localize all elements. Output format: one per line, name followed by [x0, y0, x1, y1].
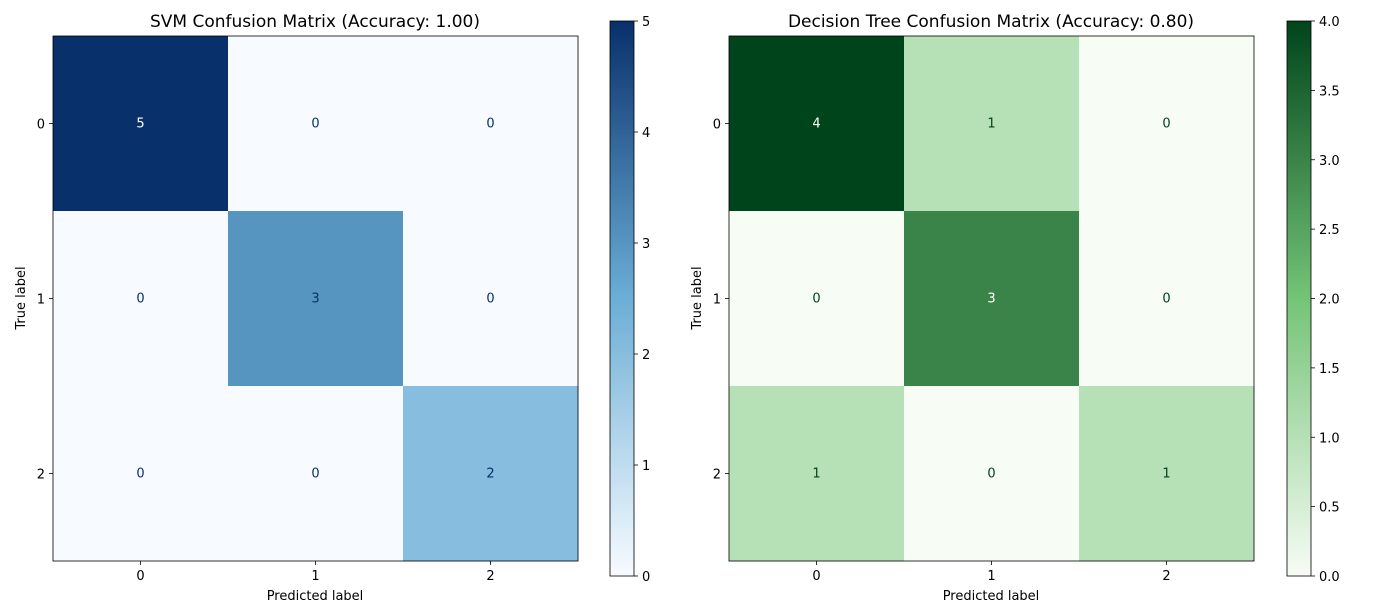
decision-tree-cell-value-2-1: 0	[987, 467, 995, 482]
svm-cell-0-1	[228, 36, 404, 212]
svm-x-tick-label-1: 1	[311, 569, 319, 584]
decision-tree-y-axis-label: True label	[690, 266, 705, 330]
decision-tree-cell-value-1-1: 3	[987, 292, 995, 307]
svm-cell-2-1	[228, 386, 404, 562]
decision-tree-colorbar-gradient	[1286, 20, 1312, 577]
decision-tree-cell-value-1-2: 0	[1162, 292, 1170, 307]
decision-tree-cell-0-0	[729, 36, 905, 212]
svm-y-ticks: 0 1 2	[37, 118, 53, 483]
decision-tree-colorbar: 0.0 0.5 1.0 1.5 2.0 2.5 3.0 3.5 4.0	[1286, 15, 1340, 585]
svm-colorbar-tick-label-5: 5	[642, 15, 650, 30]
decision-tree-cells: 4 1 0 0 3 0 1 0 1	[729, 36, 1255, 562]
svm-cell-value-0-0: 5	[136, 117, 144, 132]
svm-cell-value-1-0: 0	[136, 292, 144, 307]
svm-colorbar-tick-label-4: 4	[642, 126, 650, 141]
decision-tree-colorbar-tick-label-1: 0.5	[1319, 501, 1340, 516]
decision-tree-cell-0-2	[1079, 36, 1255, 212]
svm-y-tick-label-1: 1	[37, 293, 45, 308]
svm-cell-1-2	[403, 211, 579, 387]
decision-tree-colorbar-tick-label-4: 2.0	[1319, 293, 1340, 308]
svm-y-tick-label-0: 0	[37, 118, 45, 133]
svm-cell-value-2-2: 2	[486, 467, 494, 482]
svm-colorbar-tick-label-1: 1	[642, 459, 650, 474]
svm-cell-value-0-2: 0	[486, 117, 494, 132]
decision-tree-cell-2-1	[904, 386, 1080, 562]
decision-tree-x-ticks: 0 1 2	[812, 561, 1171, 584]
svm-cell-2-0	[53, 386, 229, 562]
decision-tree-cell-0-1	[904, 36, 1080, 212]
svm-cell-0-0	[53, 36, 229, 212]
decision-tree-colorbar-tick-label-2: 1.0	[1319, 431, 1340, 446]
decision-tree-cell-1-0	[729, 211, 905, 387]
decision-tree-x-tick-label-0: 0	[812, 569, 820, 584]
decision-tree-colorbar-tick-label-3: 1.5	[1319, 362, 1340, 377]
svm-x-ticks: 0 1 2	[136, 561, 495, 584]
svm-cell-0-2	[403, 36, 579, 212]
decision-tree-cell-2-2	[1079, 386, 1255, 562]
svm-cell-value-1-2: 0	[486, 292, 494, 307]
decision-tree-cell-1-2	[1079, 211, 1255, 387]
svm-cell-value-2-1: 0	[311, 467, 319, 482]
svm-cell-value-0-1: 0	[311, 117, 319, 132]
svm-cells: 5 0 0 0 3 0 0 0 2	[53, 36, 579, 562]
decision-tree-colorbar-tick-label-5: 2.5	[1319, 223, 1340, 238]
svm-colorbar-gradient	[609, 20, 635, 577]
decision-tree-cell-value-0-1: 1	[987, 117, 995, 132]
decision-tree-x-tick-label-1: 1	[987, 569, 995, 584]
svm-cell-value-1-1: 3	[311, 292, 319, 307]
svm-y-axis-label: True label	[14, 266, 29, 330]
decision-tree-title: Decision Tree Confusion Matrix (Accuracy…	[788, 12, 1194, 32]
decision-tree-y-tick-label-1: 1	[713, 293, 721, 308]
decision-tree-cell-1-1	[904, 211, 1080, 387]
decision-tree-colorbar-tick-label-6: 3.0	[1319, 154, 1340, 169]
decision-tree-cell-value-1-0: 0	[812, 292, 820, 307]
decision-tree-panel: Decision Tree Confusion Matrix (Accuracy…	[690, 12, 1340, 600]
decision-tree-cell-value-0-2: 0	[1162, 117, 1170, 132]
decision-tree-colorbar-tick-label-0: 0.0	[1319, 570, 1340, 585]
svm-colorbar: 0 1 2 3 4 5	[609, 15, 650, 585]
decision-tree-y-tick-label-0: 0	[713, 118, 721, 133]
svm-colorbar-tick-label-3: 3	[642, 237, 650, 252]
decision-tree-y-ticks: 0 1 2	[713, 118, 729, 483]
svm-colorbar-tick-label-0: 0	[642, 570, 650, 585]
decision-tree-colorbar-tick-label-7: 3.5	[1319, 84, 1340, 99]
svm-x-axis-label: Predicted label	[267, 589, 364, 600]
decision-tree-cell-value-2-0: 1	[812, 467, 820, 482]
svm-cell-1-0	[53, 211, 229, 387]
svm-x-tick-label-2: 2	[486, 569, 494, 584]
decision-tree-colorbar-tick-label-8: 4.0	[1319, 15, 1340, 30]
svm-x-tick-label-0: 0	[136, 569, 144, 584]
decision-tree-cell-2-0	[729, 386, 905, 562]
svm-cell-value-2-0: 0	[136, 467, 144, 482]
svm-cell-1-1	[228, 211, 404, 387]
decision-tree-cell-value-2-2: 1	[1162, 467, 1170, 482]
decision-tree-x-tick-label-2: 2	[1162, 569, 1170, 584]
svm-title: SVM Confusion Matrix (Accuracy: 1.00)	[150, 12, 480, 32]
decision-tree-y-tick-label-2: 2	[713, 468, 721, 483]
svm-colorbar-tick-label-2: 2	[642, 348, 650, 363]
decision-tree-cell-value-0-0: 4	[812, 117, 820, 132]
decision-tree-x-axis-label: Predicted label	[943, 589, 1040, 600]
svm-cell-2-2	[403, 386, 579, 562]
svm-y-tick-label-2: 2	[37, 468, 45, 483]
